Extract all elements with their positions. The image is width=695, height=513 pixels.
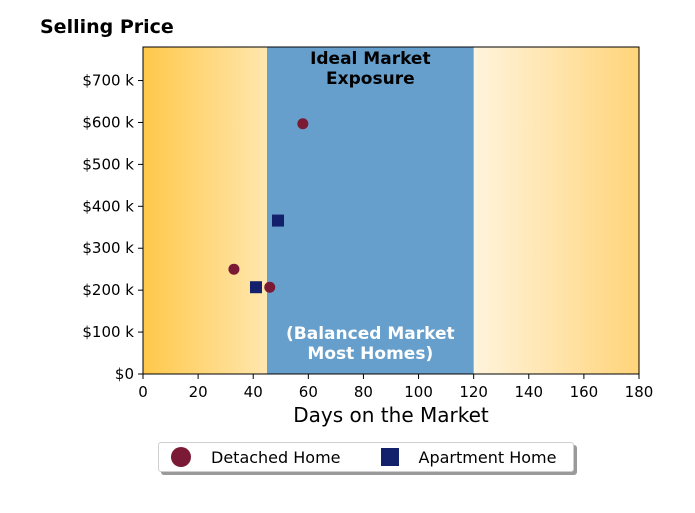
circle-marker-icon — [171, 447, 191, 467]
x-tick-label: 20 — [189, 383, 208, 401]
y-tick-label: $300 k — [82, 239, 134, 257]
legend-item-apartment: Apartment Home — [380, 447, 557, 467]
zone-title-line2: Exposure — [326, 69, 415, 89]
x-tick-label: 100 — [404, 383, 433, 401]
x-tick-label: 60 — [299, 383, 318, 401]
square-marker-icon — [380, 448, 399, 466]
legend-label-detached: Detached Home — [211, 447, 341, 467]
x-tick-label: 0 — [138, 383, 148, 401]
x-axis-label: Days on the Market — [293, 403, 489, 427]
y-tick-label: $600 k — [82, 113, 134, 131]
zone-title-line1: Ideal Market — [310, 49, 431, 69]
x-axis-ticks: 0 20 40 60 80 100 120 140 160 180 — [138, 374, 653, 401]
zone-subtitle-line1: (Balanced Market — [286, 324, 455, 344]
apartment-home-point-1 — [272, 214, 285, 227]
y-tick-label: $100 k — [82, 323, 134, 341]
detached-home-point-2 — [297, 118, 309, 130]
y-tick-label: $400 k — [82, 197, 134, 215]
plot-frame — [142, 46, 640, 375]
x-tick-label: 40 — [244, 383, 263, 401]
y-axis-ticks: $0 $100 k $200 k $300 k $400 k $500 k $600 k $7… — [82, 72, 143, 383]
ideal-market-zone — [267, 47, 474, 374]
legend: Detached Home Apartment Home — [158, 442, 574, 472]
x-tick-label: 80 — [354, 383, 373, 401]
x-tick-label: 160 — [570, 383, 599, 401]
data-points — [228, 118, 309, 294]
apartment-home-point-0 — [249, 281, 262, 294]
y-tick-label: $700 k — [82, 72, 134, 90]
zone-subtitle-line2: Most Homes) — [307, 344, 433, 364]
y-axis-title: Selling Price — [40, 16, 174, 38]
y-tick-label: $500 k — [82, 155, 134, 173]
x-tick-label: 120 — [459, 383, 488, 401]
x-tick-label: 140 — [514, 383, 543, 401]
detached-home-point-0 — [228, 263, 240, 275]
y-tick-label: $200 k — [82, 281, 134, 299]
detached-home-point-1 — [264, 281, 276, 293]
legend-label-apartment: Apartment Home — [418, 447, 557, 467]
y-tick-label: $0 — [115, 365, 134, 383]
x-tick-label: 180 — [625, 383, 654, 401]
legend-item-detached: Detached Home — [171, 447, 341, 467]
